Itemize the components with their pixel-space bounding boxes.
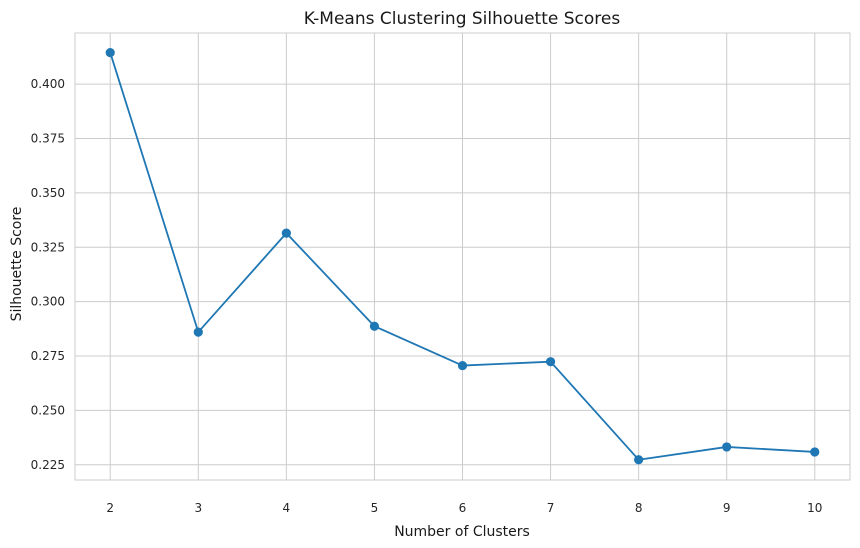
y-tick-label-0-325: 0.325 <box>31 240 65 254</box>
data-point-6 <box>457 360 468 371</box>
data-point-9 <box>722 442 732 452</box>
y-tick-label-0-400: 0.400 <box>31 77 65 91</box>
data-point-3 <box>193 327 203 337</box>
plot-frame <box>74 32 851 481</box>
y-tick-label-0-300: 0.300 <box>31 295 65 309</box>
data-point-10 <box>810 447 820 457</box>
y-axis-label: Silhouette Score <box>9 207 25 322</box>
x-tick-label-4: 4 <box>283 501 291 515</box>
grid-layer <box>75 33 850 480</box>
x-axis-label: Number of Clusters <box>394 524 530 540</box>
x-tick-label-2: 2 <box>106 501 114 515</box>
y-tick-label-0-350: 0.350 <box>31 186 65 200</box>
x-tick-label-8: 8 <box>635 501 643 515</box>
data-point-8 <box>634 455 644 465</box>
data-point-4 <box>281 228 291 238</box>
data-point-5 <box>369 321 380 331</box>
y-tick-label-0-225: 0.225 <box>31 458 65 472</box>
x-tick-label-7: 7 <box>547 501 555 515</box>
data-point-7 <box>545 357 556 367</box>
y-axis-ticks: 0.225 0.250 0.275 0.300 0.325 0.350 0.375 0.400 <box>31 77 65 472</box>
y-tick-label-0-250: 0.250 <box>31 403 65 417</box>
x-tick-label-5: 5 <box>371 501 379 515</box>
x-tick-label-3: 3 <box>194 501 202 515</box>
y-tick-label-0-275: 0.275 <box>31 349 65 363</box>
x-tick-label-6: 6 <box>459 501 467 515</box>
data-point-2 <box>105 47 115 58</box>
x-tick-label-9: 9 <box>723 501 731 515</box>
y-tick-label-0-375: 0.375 <box>31 131 65 145</box>
x-axis-ticks: 2 3 4 5 6 7 8 9 10 <box>106 501 822 515</box>
chart-title: K-Means Clustering Silhouette Scores <box>304 9 621 29</box>
x-tick-label-10: 10 <box>807 501 822 515</box>
series-layer <box>105 47 820 465</box>
